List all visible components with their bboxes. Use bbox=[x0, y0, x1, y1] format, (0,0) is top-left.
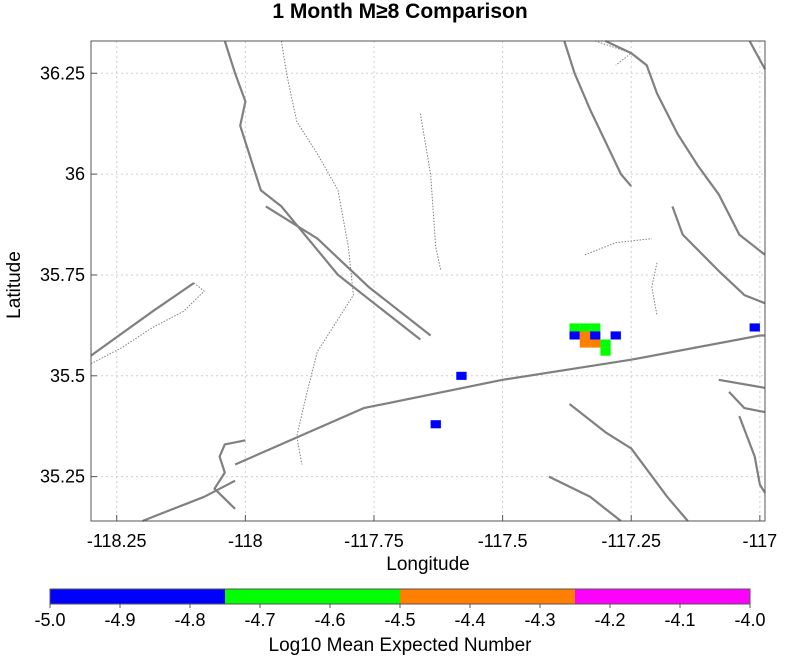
x-axis-label: Longitude bbox=[386, 554, 469, 575]
y-tick-label: 35.75 bbox=[40, 265, 85, 285]
x-tick-label: -117.75 bbox=[344, 531, 404, 551]
plot-frame bbox=[90, 40, 766, 522]
gridlines bbox=[91, 41, 765, 521]
x-axis-ticks: -118.25 -118 -117.75 -117.5 -117.25 -117 bbox=[87, 515, 777, 551]
colorbar-segment bbox=[400, 589, 575, 604]
y-axis-ticks: 35.25 35.5 35.75 36 36.25 bbox=[40, 63, 97, 487]
fault-trace bbox=[265, 205, 432, 337]
fault-trace-dotted bbox=[90, 282, 205, 365]
colorbar-tick-label: -5.0 bbox=[34, 610, 65, 630]
forecast-cell bbox=[590, 323, 601, 332]
colorbar-ticks: -5.0 -4.9 -4.8 -4.7 -4.6 -4.5 -4.4 -4.3 -4.2 -4.1… bbox=[34, 604, 766, 630]
forecast-cells bbox=[430, 323, 760, 429]
colorbar-tick-label: -4.6 bbox=[314, 610, 345, 630]
fault-trace bbox=[563, 40, 633, 187]
fault-lines bbox=[90, 40, 766, 523]
colorbar-tick-label: -4.0 bbox=[734, 610, 765, 630]
fault-trace-dotted bbox=[595, 40, 632, 66]
forecast-cell bbox=[430, 420, 441, 429]
colorbar-tick-label: -4.4 bbox=[454, 610, 485, 630]
forecast-cell bbox=[590, 339, 601, 348]
y-tick-label: 36.25 bbox=[40, 63, 85, 83]
colorbar-segment bbox=[50, 589, 225, 604]
fault-trace bbox=[728, 391, 766, 414]
colorbar-tick-label: -4.2 bbox=[594, 610, 625, 630]
fault-trace bbox=[213, 439, 246, 510]
forecast-cell bbox=[600, 339, 611, 348]
fault-trace bbox=[548, 475, 622, 522]
fault-trace-dotted bbox=[651, 262, 658, 316]
x-tick-label: -117.5 bbox=[478, 531, 528, 551]
colorbar-tick-label: -4.8 bbox=[174, 610, 205, 630]
y-axis-label: Latitude bbox=[4, 251, 25, 319]
forecast-cell bbox=[569, 331, 580, 340]
fault-trace-dotted bbox=[419, 113, 442, 272]
x-tick-label: -117.25 bbox=[601, 531, 661, 551]
fault-trace bbox=[671, 206, 766, 305]
fault-trace bbox=[738, 415, 766, 494]
fault-trace bbox=[234, 334, 765, 466]
colorbar-tick-label: -4.9 bbox=[104, 610, 135, 630]
y-tick-label: 35.5 bbox=[50, 366, 85, 386]
forecast-cell bbox=[569, 323, 580, 332]
colorbar-label: Log10 Mean Expected Number bbox=[269, 635, 533, 656]
forecast-cell bbox=[749, 323, 760, 332]
fault-trace-dotted bbox=[280, 40, 354, 465]
fault-trace bbox=[605, 40, 766, 256]
forecast-cell bbox=[579, 339, 591, 348]
fault-trace bbox=[90, 282, 195, 357]
colorbar-segment bbox=[225, 589, 400, 604]
forecast-cell bbox=[579, 331, 591, 340]
forecast-cell bbox=[579, 323, 591, 332]
forecast-cell bbox=[600, 347, 611, 356]
forecast-cell bbox=[590, 331, 601, 340]
colorbar-tick-label: -4.3 bbox=[524, 610, 555, 630]
fault-trace-dotted bbox=[584, 238, 652, 256]
fault-trace bbox=[223, 40, 421, 341]
forecast-cell bbox=[610, 331, 621, 340]
colorbar-tick-label: -4.5 bbox=[384, 610, 415, 630]
y-tick-label: 35.25 bbox=[40, 467, 85, 487]
forecast-cell bbox=[456, 371, 467, 380]
colorbar bbox=[49, 588, 751, 605]
fault-trace bbox=[142, 479, 236, 523]
colorbar-tick-label: -4.7 bbox=[244, 610, 275, 630]
colorbar-tick-label: -4.1 bbox=[664, 610, 695, 630]
fault-trace bbox=[748, 40, 766, 70]
x-tick-label: -118 bbox=[228, 531, 263, 551]
x-tick-label: -118.25 bbox=[87, 531, 147, 551]
fault-trace bbox=[718, 378, 766, 389]
fault-trace bbox=[568, 403, 689, 522]
chart-title: 1 Month M≥8 Comparison bbox=[272, 0, 527, 23]
colorbar-segment bbox=[575, 589, 750, 604]
x-tick-label: -117 bbox=[743, 531, 778, 551]
y-tick-label: 36 bbox=[65, 164, 85, 184]
